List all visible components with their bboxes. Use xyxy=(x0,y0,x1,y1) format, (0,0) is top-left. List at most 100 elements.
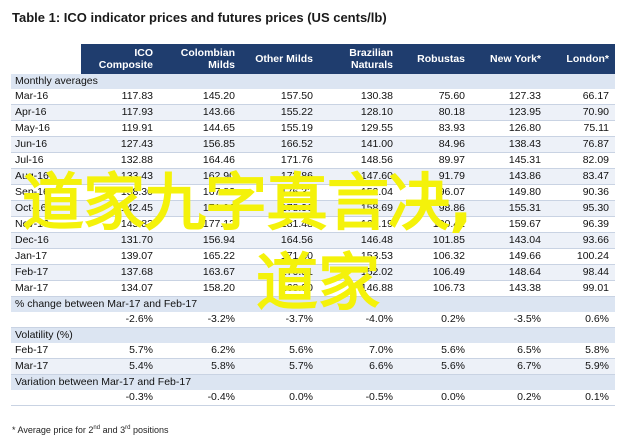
value-cell: 149.66 xyxy=(471,248,547,265)
value-cell: 181.48 xyxy=(241,216,319,233)
value-cell: 95.30 xyxy=(547,200,615,217)
value-cell: 91.79 xyxy=(399,168,471,185)
value-cell: 0.0% xyxy=(399,390,471,406)
value-cell: 98.86 xyxy=(399,200,471,217)
value-cell: 178.96 xyxy=(241,200,319,217)
value-cell: 7.0% xyxy=(319,343,399,359)
column-header: ICO Composite xyxy=(81,44,159,74)
value-cell: 106.32 xyxy=(399,248,471,265)
value-cell: 171.76 xyxy=(241,152,319,169)
column-header-line1: New York* xyxy=(490,53,541,65)
value-cell: 101.85 xyxy=(399,232,471,249)
value-cell: 176.32 xyxy=(241,184,319,201)
value-cell: 99.01 xyxy=(547,280,615,297)
row-label: Sep-16 xyxy=(11,184,81,201)
value-cell: 144.65 xyxy=(159,120,241,137)
value-cell: 96.07 xyxy=(399,184,471,201)
value-cell: 155.22 xyxy=(241,104,319,121)
value-cell: 155.31 xyxy=(471,200,547,217)
value-cell: 143.86 xyxy=(471,168,547,185)
column-header: New York* xyxy=(471,44,547,74)
value-cell: 75.11 xyxy=(547,120,615,137)
value-cell: 177.12 xyxy=(159,216,241,233)
row-label: Jun-16 xyxy=(11,136,81,153)
value-cell: 147.60 xyxy=(319,168,399,185)
value-cell: 171.30 xyxy=(241,248,319,265)
value-cell: 148.64 xyxy=(471,264,547,281)
value-cell: 117.93 xyxy=(81,104,159,121)
value-cell: 127.33 xyxy=(471,89,547,105)
value-cell: -2.6% xyxy=(81,312,159,328)
section-header-row: Variation between Mar-17 and Feb-17 xyxy=(11,374,615,390)
value-cell: 83.47 xyxy=(547,168,615,185)
table-row: Feb-17 5.7% 6.2% 5.6% 7.0% 5.6% 6.5% 5.8% xyxy=(11,343,615,359)
value-cell: 162.90 xyxy=(159,168,241,185)
column-header: Other Milds xyxy=(241,44,319,74)
value-cell: 137.68 xyxy=(81,264,159,281)
header-blank-cell xyxy=(11,44,81,74)
row-label: Aug-16 xyxy=(11,168,81,185)
value-cell: 0.2% xyxy=(471,390,547,406)
row-label: Nov-16 xyxy=(11,216,81,233)
value-cell: 84.96 xyxy=(399,136,471,153)
value-cell: 129.55 xyxy=(319,120,399,137)
table-title: Table 1: ICO indicator prices and future… xyxy=(12,10,387,25)
section-label: Volatility (%) xyxy=(11,327,615,343)
value-cell: 80.18 xyxy=(399,104,471,121)
value-cell: 123.95 xyxy=(471,104,547,121)
column-header: Robustas xyxy=(399,44,471,74)
row-label: Mar-17 xyxy=(11,358,81,375)
value-cell: 119.91 xyxy=(81,120,159,137)
value-cell: 158.20 xyxy=(159,280,241,297)
table-row: Feb-17 137.68 163.67 170.91 152.02 106.49 148.… xyxy=(11,264,615,281)
table-row: Jan-17 139.07 165.22 171.30 153.53 106.32 149.… xyxy=(11,248,615,265)
column-header-line2: Naturals xyxy=(350,59,393,71)
table-row: Mar-17 134.07 158.20 168.30 146.88 106.73 143.… xyxy=(11,280,615,297)
value-cell: 70.90 xyxy=(547,104,615,121)
value-cell: 5.4% xyxy=(81,358,159,375)
value-cell: -4.0% xyxy=(319,312,399,328)
value-cell: 164.56 xyxy=(241,232,319,249)
row-label: Feb-17 xyxy=(11,343,81,359)
column-header: London* xyxy=(547,44,615,74)
column-header-line1: Colombian xyxy=(180,47,235,59)
table-row: Sep-16 138.30 167.82 176.32 152.04 96.07 149.8… xyxy=(11,184,615,201)
row-label: Apr-16 xyxy=(11,104,81,121)
table-row: Nov-16 145.82 177.12 181.48 164.19 100.42 159.… xyxy=(11,216,615,233)
value-cell: 5.7% xyxy=(241,358,319,375)
value-cell: 6.6% xyxy=(319,358,399,375)
value-cell: 145.31 xyxy=(471,152,547,169)
value-cell: 153.53 xyxy=(319,248,399,265)
value-cell: -3.2% xyxy=(159,312,241,328)
value-cell: 5.9% xyxy=(547,358,615,375)
value-cell: 152.04 xyxy=(319,184,399,201)
value-cell: 100.42 xyxy=(399,216,471,233)
value-cell: 133.43 xyxy=(81,168,159,185)
value-cell: 134.07 xyxy=(81,280,159,297)
table-row: Aug-16 133.43 162.90 172.86 147.60 91.79 143.8… xyxy=(11,168,615,185)
value-cell: 126.80 xyxy=(471,120,547,137)
value-cell: 130.38 xyxy=(319,89,399,105)
column-header-line2: Composite xyxy=(98,59,153,71)
value-cell: 5.6% xyxy=(241,343,319,359)
value-cell: 157.50 xyxy=(241,89,319,105)
value-cell: 89.97 xyxy=(399,152,471,169)
value-cell: 0.0% xyxy=(241,390,319,406)
row-label: May-16 xyxy=(11,120,81,137)
value-cell: 142.45 xyxy=(81,200,159,217)
value-cell: 164.19 xyxy=(319,216,399,233)
value-cell: 152.02 xyxy=(319,264,399,281)
value-cell: -3.7% xyxy=(241,312,319,328)
section-header-row: Volatility (%) xyxy=(11,327,615,343)
row-label: Jan-17 xyxy=(11,248,81,265)
row-label: Jul-16 xyxy=(11,152,81,169)
value-cell: 83.93 xyxy=(399,120,471,137)
value-cell: -3.5% xyxy=(471,312,547,328)
value-cell: 141.00 xyxy=(319,136,399,153)
value-cell: 131.70 xyxy=(81,232,159,249)
value-cell: -0.5% xyxy=(319,390,399,406)
value-cell: 0.2% xyxy=(399,312,471,328)
value-cell: 138.30 xyxy=(81,184,159,201)
table-row: Jul-16 132.88 164.46 171.76 148.56 89.97 145.3… xyxy=(11,152,615,169)
value-cell: 5.6% xyxy=(399,358,471,375)
